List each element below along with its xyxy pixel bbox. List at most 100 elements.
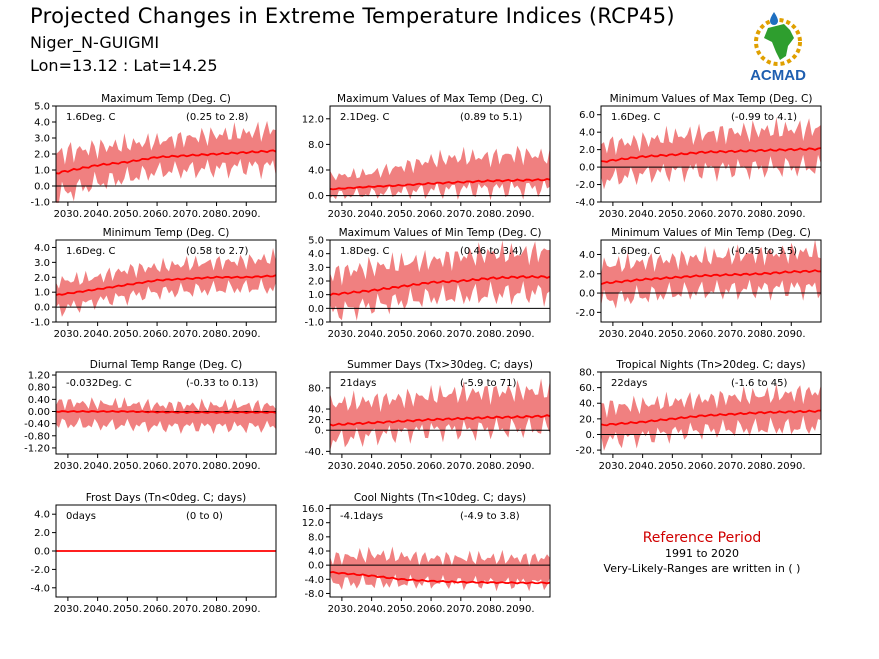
change-value-label: -4.1days <box>340 511 383 522</box>
x-tick-label: 2050. <box>387 329 416 340</box>
x-tick-label: 2070. <box>717 461 746 472</box>
y-tick-label: 0.0 <box>579 163 595 174</box>
median-line <box>600 269 822 286</box>
x-tick-label: 2030. <box>54 329 83 340</box>
y-tick-label: 3.0 <box>34 134 50 145</box>
x-tick-label: 2090. <box>777 209 806 220</box>
x-tick-label: 2030. <box>328 209 357 220</box>
y-tick-label: 0.40 <box>28 395 50 406</box>
x-tick-label: 2070. <box>446 604 475 615</box>
x-tick-label: 2060. <box>688 209 717 220</box>
x-tick-label: 2060. <box>143 329 172 340</box>
y-tick-label: 4.0 <box>308 166 324 177</box>
x-tick-label: 2080. <box>476 209 505 220</box>
change-value-label: 2.1Deg. C <box>340 112 389 123</box>
likely-range-label: (0.89 to 5.1) <box>460 112 522 123</box>
x-tick-label: 2070. <box>446 329 475 340</box>
x-tick-label: 2090. <box>506 329 535 340</box>
x-tick-label: 2050. <box>113 329 142 340</box>
y-tick-label: 2.0 <box>34 528 50 539</box>
chart-title: Maximum Values of Min Temp (Deg. C) <box>339 227 542 239</box>
station-name: Niger_N-GUIGMI <box>30 33 160 52</box>
y-tick-label: 0.0 <box>308 191 324 202</box>
chart-panel: 4.0 2.0 0.0 -2.0 -4.0 2030. 2040. 2050. 2060. 207… <box>30 492 277 615</box>
chart-panel: 80.60.40.20.0.-20.2030. 2040. 2050. 2060. 20… <box>575 359 822 472</box>
y-tick-label: 4.0 <box>579 250 595 261</box>
x-tick-label: 2040. <box>628 209 657 220</box>
y-tick-label: 0.0 <box>34 303 50 314</box>
likely-range-label: (0.25 to 2.8) <box>186 112 248 123</box>
logo-text: ACMAD <box>750 67 806 84</box>
change-value-label: 0days <box>66 511 96 522</box>
y-tick-label: 80. <box>308 383 324 394</box>
water-drop-icon <box>770 12 778 25</box>
range-band <box>56 397 276 435</box>
y-tick-label: 4.0 <box>34 510 50 521</box>
y-tick-label: 5.0 <box>308 236 324 247</box>
change-value-label: 1.8Deg. C <box>340 246 389 257</box>
x-tick-label: 2050. <box>113 604 142 615</box>
y-tick-label: 3.0 <box>308 263 324 274</box>
x-tick-label: 2030. <box>328 604 357 615</box>
change-value-label: 1.6Deg. C <box>66 246 115 257</box>
median-line <box>55 410 277 414</box>
y-tick-label: 40. <box>308 405 324 416</box>
x-tick-label: 2030. <box>599 329 628 340</box>
y-tick-label: -20. <box>575 446 595 457</box>
x-tick-label: 2030. <box>599 209 628 220</box>
median-line <box>329 570 551 585</box>
x-tick-label: 2050. <box>113 209 142 220</box>
median-line <box>55 149 277 175</box>
range-band <box>601 239 821 309</box>
x-tick-label: 2090. <box>777 461 806 472</box>
range-band <box>330 378 550 452</box>
chart-panel: 6.0 4.0 2.0 0.0 -2.0 -4.0 2030. 2040. 2050. 2060.… <box>575 93 822 220</box>
y-tick-label: 4.0 <box>34 118 50 129</box>
median-line <box>600 147 822 163</box>
y-tick-label: 3.0 <box>34 258 50 269</box>
range-band <box>330 145 550 201</box>
likely-range-label: (-0.45 to 3.5) <box>731 246 797 257</box>
y-tick-label: 4.0 <box>308 547 324 558</box>
likely-range-label: (-0.33 to 0.13) <box>186 378 258 389</box>
x-tick-label: 2040. <box>357 604 386 615</box>
plot-frame <box>600 239 822 323</box>
x-tick-label: 2070. <box>172 209 201 220</box>
likely-range-label: (0 to 0) <box>186 511 223 522</box>
y-tick-label: -40. <box>304 447 324 458</box>
y-tick-label: -2.0 <box>575 180 595 191</box>
median-line <box>329 177 551 191</box>
change-value-label: 1.6Deg. C <box>66 112 115 123</box>
x-tick-label: 2090. <box>506 461 535 472</box>
x-tick-label: 2070. <box>717 329 746 340</box>
x-tick-label: 2060. <box>688 461 717 472</box>
x-tick-label: 2090. <box>232 604 261 615</box>
range-band <box>56 120 276 203</box>
y-tick-label: -1.20 <box>24 443 50 454</box>
y-tick-label: 20. <box>579 414 595 425</box>
y-tick-label: -4.0 <box>575 198 595 209</box>
y-tick-label: -2.0 <box>30 565 50 576</box>
y-tick-label: 2.0 <box>579 269 595 280</box>
x-tick-label: 2040. <box>83 329 112 340</box>
x-tick-label: 2090. <box>777 329 806 340</box>
x-tick-label: 2080. <box>747 461 776 472</box>
y-tick-label: 2.0 <box>308 277 324 288</box>
y-tick-label: 0.0 <box>34 182 50 193</box>
y-tick-label: 1.0 <box>308 290 324 301</box>
x-tick-label: 2050. <box>387 209 416 220</box>
x-tick-label: 2080. <box>202 461 231 472</box>
likely-range-label: (0.58 to 2.7) <box>186 246 248 257</box>
change-value-label: 22days <box>611 378 647 389</box>
acmad-logo: ACMAD <box>750 12 806 84</box>
y-tick-label: 2.0 <box>34 150 50 161</box>
median-line <box>329 414 551 427</box>
chart-title: Summer Days (Tx>30deg. C; days) <box>347 359 533 371</box>
y-tick-label: 20. <box>308 415 324 426</box>
sun-icon <box>754 18 802 66</box>
median-line <box>55 274 277 296</box>
y-tick-label: 2.0 <box>579 145 595 156</box>
x-tick-label: 2040. <box>628 329 657 340</box>
page-title: Projected Changes in Extreme Temperature… <box>30 4 675 28</box>
chart-panel: 1.200.800.400.00-0.40-0.80-1.20 2030. 2040… <box>24 359 277 472</box>
